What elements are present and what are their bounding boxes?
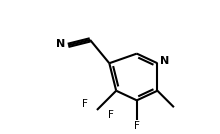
Text: F: F (108, 110, 114, 120)
Text: N: N (56, 39, 65, 49)
Text: F: F (134, 121, 140, 131)
Text: F: F (82, 99, 88, 109)
Text: N: N (160, 56, 170, 66)
